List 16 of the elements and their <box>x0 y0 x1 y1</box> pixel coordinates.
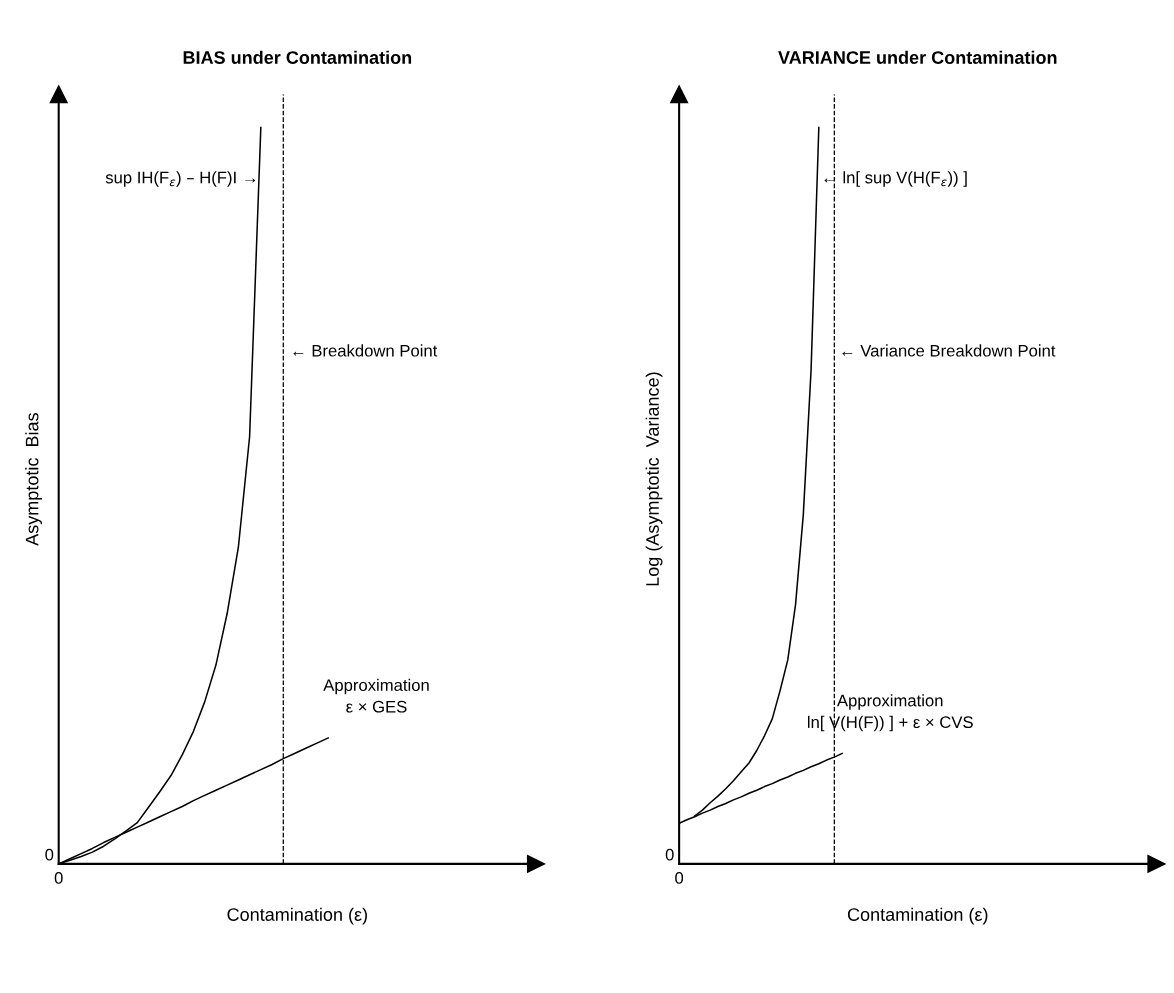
y-axis-title: Log (Asymptotic Variance) <box>645 372 663 586</box>
chart-title: VARIANCE under Contamination <box>778 50 1057 64</box>
annotation: Approximation ln[ V(H(F)) ] + ε × CVS <box>807 694 973 732</box>
annotation: Approximation ε × GES <box>323 678 429 713</box>
annotation: sup IH(F$_{ε}$) – H(F)I → <box>105 171 256 187</box>
chart-title: BIAS under Contamination <box>183 50 412 64</box>
annotation: ← ln[ sup V(H(F$_{ε}$)) ] <box>824 171 967 187</box>
text: 0 <box>45 848 54 861</box>
x-axis-title: Contamination (ε) <box>227 907 367 925</box>
x-axis-title: Contamination (ε) <box>847 907 988 925</box>
text: 0 <box>665 848 674 861</box>
text: 0 <box>54 872 63 884</box>
text: ← Variance Breakdown Point <box>842 344 1056 357</box>
text: ← Breakdown Point <box>293 344 438 357</box>
text: 0 <box>675 872 684 884</box>
y-axis-title: Asymptotic Bias <box>25 413 43 546</box>
